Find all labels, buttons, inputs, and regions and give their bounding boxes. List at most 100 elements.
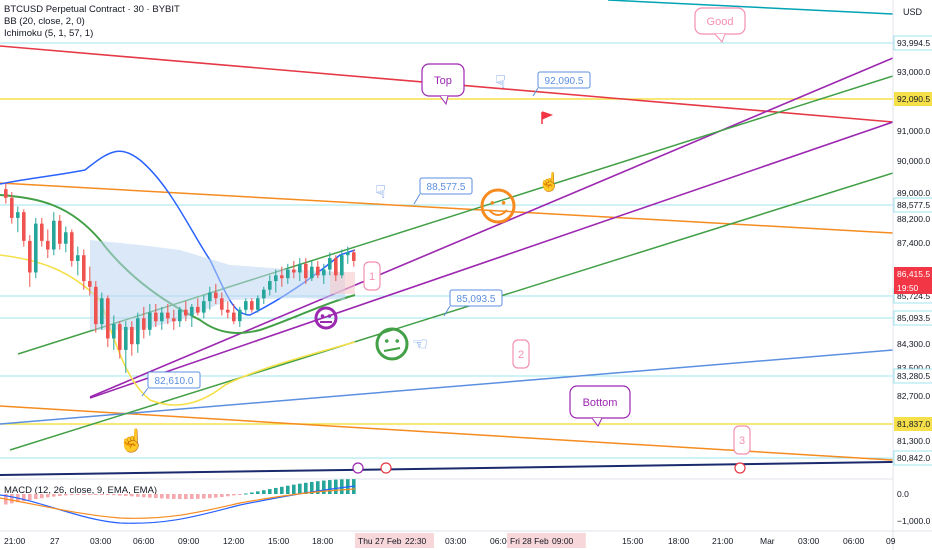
macd-histogram-bar [316, 481, 320, 494]
candle-body [94, 286, 98, 325]
candle-body [10, 197, 14, 218]
time-axis-label: Mar [760, 536, 775, 546]
bb-indicator-label[interactable]: BB (20, close, 2, 0) [4, 16, 85, 27]
time-axis-label: 06:00 [133, 536, 155, 546]
candle-body [16, 212, 20, 218]
neutral-face-icon-eye-right [327, 314, 332, 318]
price-label-bg [894, 267, 932, 281]
candle-body [322, 269, 326, 276]
time-axis-label: Fri 28 Feb '25 [510, 536, 562, 546]
candle-body [58, 220, 62, 244]
candle-body [232, 312, 236, 322]
macd-histogram-bar [76, 494, 80, 495]
candle-body [238, 309, 242, 322]
candle-body [274, 275, 278, 282]
time-label-highlight [402, 533, 434, 548]
macd-histogram-bar [22, 494, 26, 502]
macd-histogram-bar [112, 494, 116, 496]
macd-histogram-bar [256, 491, 260, 494]
price-axis-label: 90,000.0 [897, 156, 930, 166]
candle-body [304, 263, 308, 279]
happy-face-icon-eye-right [501, 201, 506, 205]
candle-body [184, 309, 188, 316]
bottom-callout-text: Bottom [583, 397, 618, 409]
candle-body [160, 312, 164, 322]
time-axis-label: 06:00 [843, 536, 865, 546]
price-axis-label: 83,280.5 [897, 371, 930, 381]
price-axis-label: 93,994.5 [897, 38, 930, 48]
candle-body [292, 269, 296, 273]
macd-histogram-bar [340, 479, 344, 494]
green-channel-lower [9, 172, 894, 451]
purple-channel-lower [89, 121, 894, 399]
candle-body [202, 301, 206, 313]
candle-body [136, 318, 140, 345]
candle-body [154, 312, 158, 322]
candle-body [34, 223, 38, 273]
macd-histogram-bar [262, 490, 266, 494]
ichimoku-baseline [0, 194, 356, 334]
macd-histogram-bar [130, 494, 134, 497]
price-label-bg [893, 197, 932, 213]
candle-body [346, 252, 350, 256]
callout-92090-text: 92,090.5 [545, 76, 584, 87]
macd-histogram-bar [268, 489, 272, 494]
macd-histogram-bar [46, 494, 50, 498]
macd-indicator-label[interactable]: MACD (12, 26, close, 9, EMA, EMA) [4, 485, 158, 496]
skeptical-face-icon-mouth [383, 347, 401, 352]
macd-histogram-bar [202, 494, 206, 499]
macd-histogram-bar [220, 494, 224, 497]
macd-histogram-bar [280, 486, 284, 494]
countdown-label-bg [894, 281, 932, 294]
candle-body [226, 309, 230, 313]
candle-body [268, 281, 272, 290]
macd-histogram-bar [172, 494, 176, 499]
candle-body [352, 252, 356, 261]
macd-histogram-bar [184, 494, 188, 500]
macd-histogram-bar [238, 494, 242, 495]
candle-body [82, 255, 86, 282]
candle-body [190, 306, 194, 316]
macd-histogram-bar [40, 494, 44, 499]
countdown-label: 19:50 [897, 283, 919, 293]
price-axis-label: 88,200.0 [897, 214, 930, 224]
macd-histogram-bar [304, 482, 308, 494]
candle-body [214, 292, 218, 299]
candle-body [196, 306, 200, 313]
ichimoku-conversion [0, 254, 356, 406]
time-axis-label: Thu 27 Feb '25 [358, 536, 415, 546]
macd-histogram-bar [58, 494, 62, 496]
macd-histogram-bar [70, 494, 74, 496]
candle-body [52, 220, 56, 250]
event-marker-lightning-icon [352, 462, 364, 474]
callout-88577-text: 88,577.5 [427, 182, 466, 193]
symbol-title[interactable]: BTCUSD Perpetual Contract · 30 · BYBIT [4, 4, 180, 15]
navy-trendline [0, 461, 894, 476]
macd-histogram-bar [322, 480, 326, 494]
candle-body [334, 258, 338, 276]
macd-histogram-bar [274, 487, 278, 494]
callout-85093-text: 85,093.5 [457, 294, 496, 305]
price-label-bg [893, 35, 932, 51]
macd-histogram-bar [160, 494, 164, 499]
macd-histogram-bar [52, 494, 56, 497]
ichimoku-indicator-label[interactable]: Ichimoku (5, 1, 57, 1) [4, 28, 94, 39]
time-axis-label: 27 [50, 536, 60, 546]
macd-line [0, 485, 356, 524]
price-axis-label: 81,300.0 [897, 436, 930, 446]
candle-body [118, 324, 122, 350]
price-axis-label: 80,842.0 [897, 453, 930, 463]
pointing-hand-up-icon: ☝ [538, 171, 560, 193]
candle-body [262, 289, 266, 299]
event-marker-flag-icon [380, 462, 392, 474]
candle-body [40, 223, 44, 241]
top-callout-text: Top [434, 75, 452, 87]
candle-body [28, 240, 32, 273]
callout-82610-pointer [141, 387, 149, 397]
time-axis-label: 15:00 [268, 536, 290, 546]
macd-histogram-bar [292, 484, 296, 494]
time-axis-label: 06:00 [490, 536, 512, 546]
time-axis-label: 21:00 [4, 536, 26, 546]
wave-label-2-text: 2 [518, 349, 524, 361]
